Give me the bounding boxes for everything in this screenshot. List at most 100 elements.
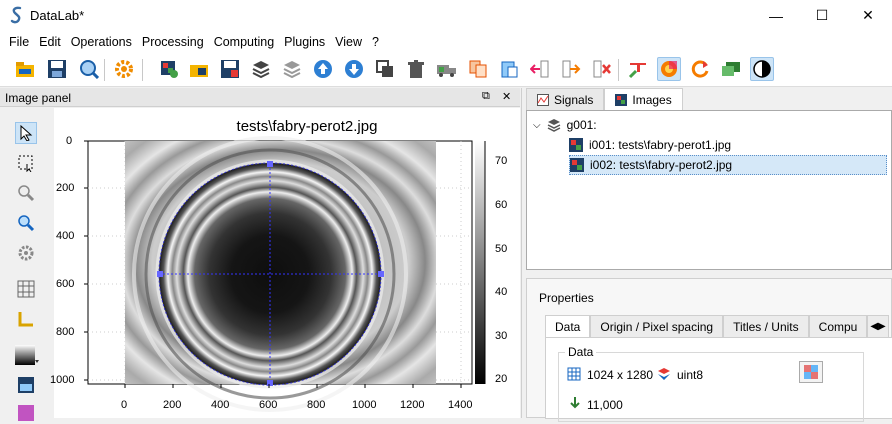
image-grid-icon — [804, 365, 818, 379]
delete-trash-icon[interactable] — [404, 57, 428, 81]
close-button[interactable]: ✕ — [862, 7, 874, 23]
export-metadata-icon[interactable] — [559, 57, 583, 81]
plot-title: tests\fabry-perot2.jpg — [236, 118, 378, 135]
layers-icon[interactable] — [280, 57, 304, 81]
right-pane: Signals Images ⌵ g001: i001: tests\fabry… — [521, 88, 892, 422]
colorbar-tick: 70 — [495, 155, 508, 167]
x-tick: 800 — [307, 399, 326, 411]
image-plot[interactable]: tests\fabry-perot2.jpg — [50, 108, 520, 418]
colorbar-tick: 30 — [495, 330, 508, 342]
menu-plugins[interactable]: Plugins — [284, 35, 326, 49]
menu-help[interactable]: ? — [372, 35, 379, 49]
delete-metadata-icon[interactable] — [590, 57, 614, 81]
close-panel-icon[interactable]: ✕ — [502, 91, 512, 103]
tree-item-i001[interactable]: i001: tests\fabry-perot1.jpg — [569, 135, 731, 155]
menu-operations[interactable]: Operations — [70, 35, 132, 49]
menu-file[interactable]: File — [9, 35, 30, 49]
tree-item-label: i001: tests\fabry-perot1.jpg — [589, 138, 732, 152]
x-tick: 400 — [211, 399, 230, 411]
move-down-icon[interactable] — [342, 57, 366, 81]
tab-data[interactable]: Data — [545, 315, 591, 337]
menu-bar: File Edit Operations Processing Computin… — [0, 31, 892, 53]
comments-icon[interactable] — [719, 57, 743, 81]
float-panel-icon[interactable]: ⧉ — [482, 90, 490, 102]
colorbar-tick: 20 — [495, 373, 508, 385]
save-image-icon[interactable] — [218, 57, 242, 81]
truck-move-icon[interactable] — [435, 57, 459, 81]
image-size-value: 1024 x 1280 — [587, 368, 654, 382]
tab-signals[interactable]: Signals — [526, 88, 605, 110]
fabry-perot-image — [125, 136, 436, 412]
y-tick: 800 — [56, 326, 75, 338]
refresh-icon[interactable] — [688, 57, 712, 81]
new-image-icon[interactable] — [157, 57, 181, 81]
colorbar-tick: 40 — [495, 286, 508, 298]
zoom-icon[interactable] — [15, 182, 37, 204]
tab-computing[interactable]: Compu — [808, 315, 868, 337]
x-tick: 0 — [121, 399, 128, 411]
minimize-button[interactable]: — — [769, 7, 783, 24]
colormap-icon[interactable] — [657, 57, 681, 81]
open-folder-icon[interactable] — [13, 57, 37, 81]
browse-search-icon[interactable] — [77, 57, 101, 81]
colorbar-tick: 50 — [495, 243, 508, 255]
image-icon — [569, 138, 583, 152]
tree-item-i002[interactable]: i002: tests\fabry-perot2.jpg — [569, 155, 887, 175]
paste-icon[interactable] — [497, 57, 521, 81]
tab-titles-units[interactable]: Titles / Units — [723, 315, 809, 337]
title-bar: DataLab* — ☐ ✕ — [0, 0, 892, 31]
move-up-icon[interactable] — [311, 57, 335, 81]
save-icon[interactable] — [45, 57, 69, 81]
menu-computing[interactable]: Computing — [213, 35, 275, 49]
annotations-icon[interactable] — [626, 57, 650, 81]
maximize-button[interactable]: ☐ — [815, 7, 829, 23]
image-icon — [570, 158, 584, 172]
layers-add-icon[interactable] — [249, 57, 273, 81]
settings-gear-icon[interactable] — [112, 57, 136, 81]
colormap-selector-icon[interactable] — [13, 344, 41, 366]
tab-scroll-arrows[interactable]: ◀▶ — [867, 315, 889, 337]
x-tick: 1400 — [448, 399, 473, 411]
tree-item-label: i002: tests\fabry-perot2.jpg — [590, 158, 733, 172]
select-pointer-icon[interactable] — [15, 122, 37, 144]
roi-circle[interactable] — [157, 161, 384, 386]
axes-icon[interactable] — [15, 308, 37, 330]
contrast-icon[interactable] — [750, 57, 774, 81]
datalab-logo-icon — [10, 6, 22, 24]
properties-tabs: Data Origin / Pixel spacing Titles / Uni… — [545, 315, 889, 337]
y-tick: 600 — [56, 278, 75, 290]
tab-signals-label: Signals — [554, 92, 594, 107]
chevron-down-icon[interactable]: ⌵ — [533, 119, 541, 131]
contrast-panel-icon[interactable] — [15, 402, 37, 424]
layers-icon — [547, 119, 560, 132]
panel-tabs: Signals Images — [526, 88, 683, 111]
duplicate-icon[interactable] — [373, 57, 397, 81]
open-image-icon[interactable] — [187, 57, 211, 81]
tree-group-label: g001: — [566, 118, 597, 132]
arrow-down-icon — [570, 397, 580, 409]
value-field: 11,000 — [587, 398, 623, 412]
plot-settings-gear-icon[interactable] — [15, 242, 37, 264]
copy-icon[interactable] — [466, 57, 490, 81]
tab-images-label: Images — [632, 93, 672, 107]
image-stats-icon[interactable] — [15, 374, 37, 396]
tree-group-g001[interactable]: ⌵ g001: — [533, 115, 597, 135]
menu-edit[interactable]: Edit — [39, 35, 61, 49]
plot-canvas[interactable] — [54, 108, 520, 418]
rect-zoom-icon[interactable] — [15, 152, 37, 174]
grid-size-icon — [567, 367, 581, 381]
object-tree[interactable]: ⌵ g001: i001: tests\fabry-perot1.jpg i00… — [526, 110, 892, 270]
colorbar-tick: 60 — [495, 199, 508, 211]
zoom-fit-icon[interactable] — [15, 212, 37, 234]
grid-icon[interactable] — [15, 278, 37, 300]
colorbar — [475, 141, 485, 384]
properties-label: Properties — [539, 291, 594, 305]
tab-origin-pixel-spacing[interactable]: Origin / Pixel spacing — [590, 315, 724, 337]
menu-view[interactable]: View — [335, 35, 363, 49]
image-preview-button[interactable] — [799, 361, 823, 383]
y-tick: 1000 — [50, 374, 75, 386]
data-groupbox: Data 1024 x 1280 uint8 11,000 — [558, 345, 864, 422]
import-metadata-icon[interactable] — [528, 57, 552, 81]
menu-processing[interactable]: Processing — [141, 35, 204, 49]
tab-images[interactable]: Images — [604, 88, 683, 111]
